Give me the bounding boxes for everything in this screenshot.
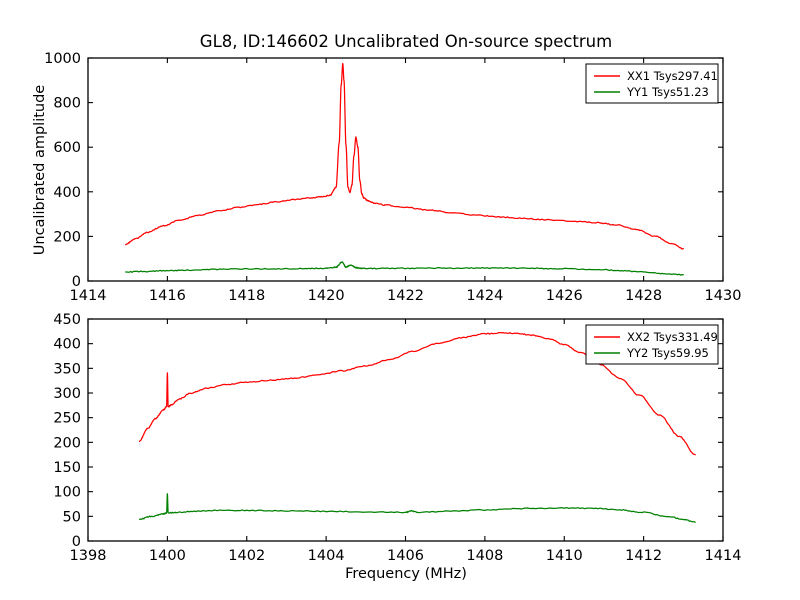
- top-ytick-label: 0: [72, 274, 81, 290]
- bottom-ytick-label: 250: [53, 411, 81, 427]
- top-xtick-label: 1422: [387, 288, 424, 304]
- top-panel-xaxis-ticks: 1414 1416 1418 1420 1422 1424 1426 1428 1430: [70, 58, 742, 304]
- bottom-xtick-label: 1412: [625, 548, 662, 564]
- bottom-ytick-label: 450: [53, 312, 81, 328]
- top-legend-box: [585, 63, 719, 104]
- bottom-xtick-label: 1406: [387, 548, 424, 564]
- bottom-ytick-label: 400: [53, 337, 81, 353]
- bottom-xtick-label: 1402: [228, 548, 265, 564]
- bottom-legend-label-yy2: YY2 Tsys59.95: [626, 346, 709, 360]
- top-panel-series-group: [125, 62, 684, 276]
- top-ytick-label: 1000: [44, 51, 81, 67]
- bottom-ytick-label: 0: [72, 534, 81, 550]
- bottom-ytick-label: 150: [53, 460, 81, 476]
- top-xtick-label: 1416: [149, 288, 186, 304]
- bottom-xtick-label: 1414: [705, 548, 742, 564]
- bottom-xtick-label: 1404: [308, 548, 345, 564]
- top-panel-legend[interactable]: XX1 Tsys297.41 YY1 Tsys51.23: [585, 63, 719, 104]
- top-panel: 1414 1416 1418 1420 1422 1424 1426 1428 1430 0 20…: [32, 51, 741, 304]
- top-xtick-label: 1426: [546, 288, 583, 304]
- spectrum-line-xx1: [125, 62, 684, 250]
- top-ytick-label: 800: [53, 96, 81, 112]
- bottom-ytick-label: 350: [53, 361, 81, 377]
- spectrum-line-yy1: [125, 261, 684, 276]
- top-xtick-label: 1424: [466, 288, 503, 304]
- bottom-panel-yaxis-ticks: 0 50 100 150 200 250 300 350 400 450: [53, 312, 723, 550]
- top-xtick-label: 1418: [228, 288, 265, 304]
- bottom-xtick-label: 1398: [70, 548, 107, 564]
- top-panel-ylabel: Uncalibrated amplitude: [32, 85, 48, 256]
- top-panel-yaxis-ticks: 0 200 400 600 800 1000: [44, 51, 723, 290]
- bottom-panel-xaxis-ticks: 1398 1400 1402 1404 1406 1408 1410 1412 1414: [70, 319, 742, 564]
- top-legend-label-yy1: YY1 Tsys51.23: [626, 85, 709, 99]
- spectrum-line-yy2: [138, 493, 696, 523]
- top-xtick-label: 1420: [308, 288, 345, 304]
- top-ytick-label: 600: [53, 140, 81, 156]
- bottom-ytick-label: 50: [63, 509, 81, 525]
- bottom-panel: 1398 1400 1402 1404 1406 1408 1410 1412 1414 0 50…: [53, 312, 741, 582]
- bottom-ytick-label: 200: [53, 435, 81, 451]
- top-ytick-label: 400: [53, 185, 81, 201]
- bottom-legend-box: [585, 324, 719, 365]
- top-xtick-label: 1414: [70, 288, 107, 304]
- page-title: GL8, ID:146602 Uncalibrated On-source sp…: [200, 32, 612, 51]
- bottom-ytick-label: 100: [53, 485, 81, 501]
- top-xtick-label: 1430: [705, 288, 742, 304]
- bottom-xtick-label: 1410: [546, 548, 583, 564]
- bottom-xtick-label: 1408: [466, 548, 503, 564]
- bottom-panel-legend[interactable]: XX2 Tsys331.49 YY2 Tsys59.95: [585, 324, 719, 365]
- top-ytick-label: 200: [53, 229, 81, 245]
- bottom-ytick-label: 300: [53, 386, 81, 402]
- top-xtick-label: 1428: [625, 288, 662, 304]
- bottom-legend-label-xx2: XX2 Tsys331.49: [627, 330, 718, 344]
- top-legend-label-xx1: XX1 Tsys297.41: [627, 69, 718, 83]
- bottom-panel-xlabel: Frequency (MHz): [345, 566, 467, 582]
- bottom-xtick-label: 1400: [149, 548, 186, 564]
